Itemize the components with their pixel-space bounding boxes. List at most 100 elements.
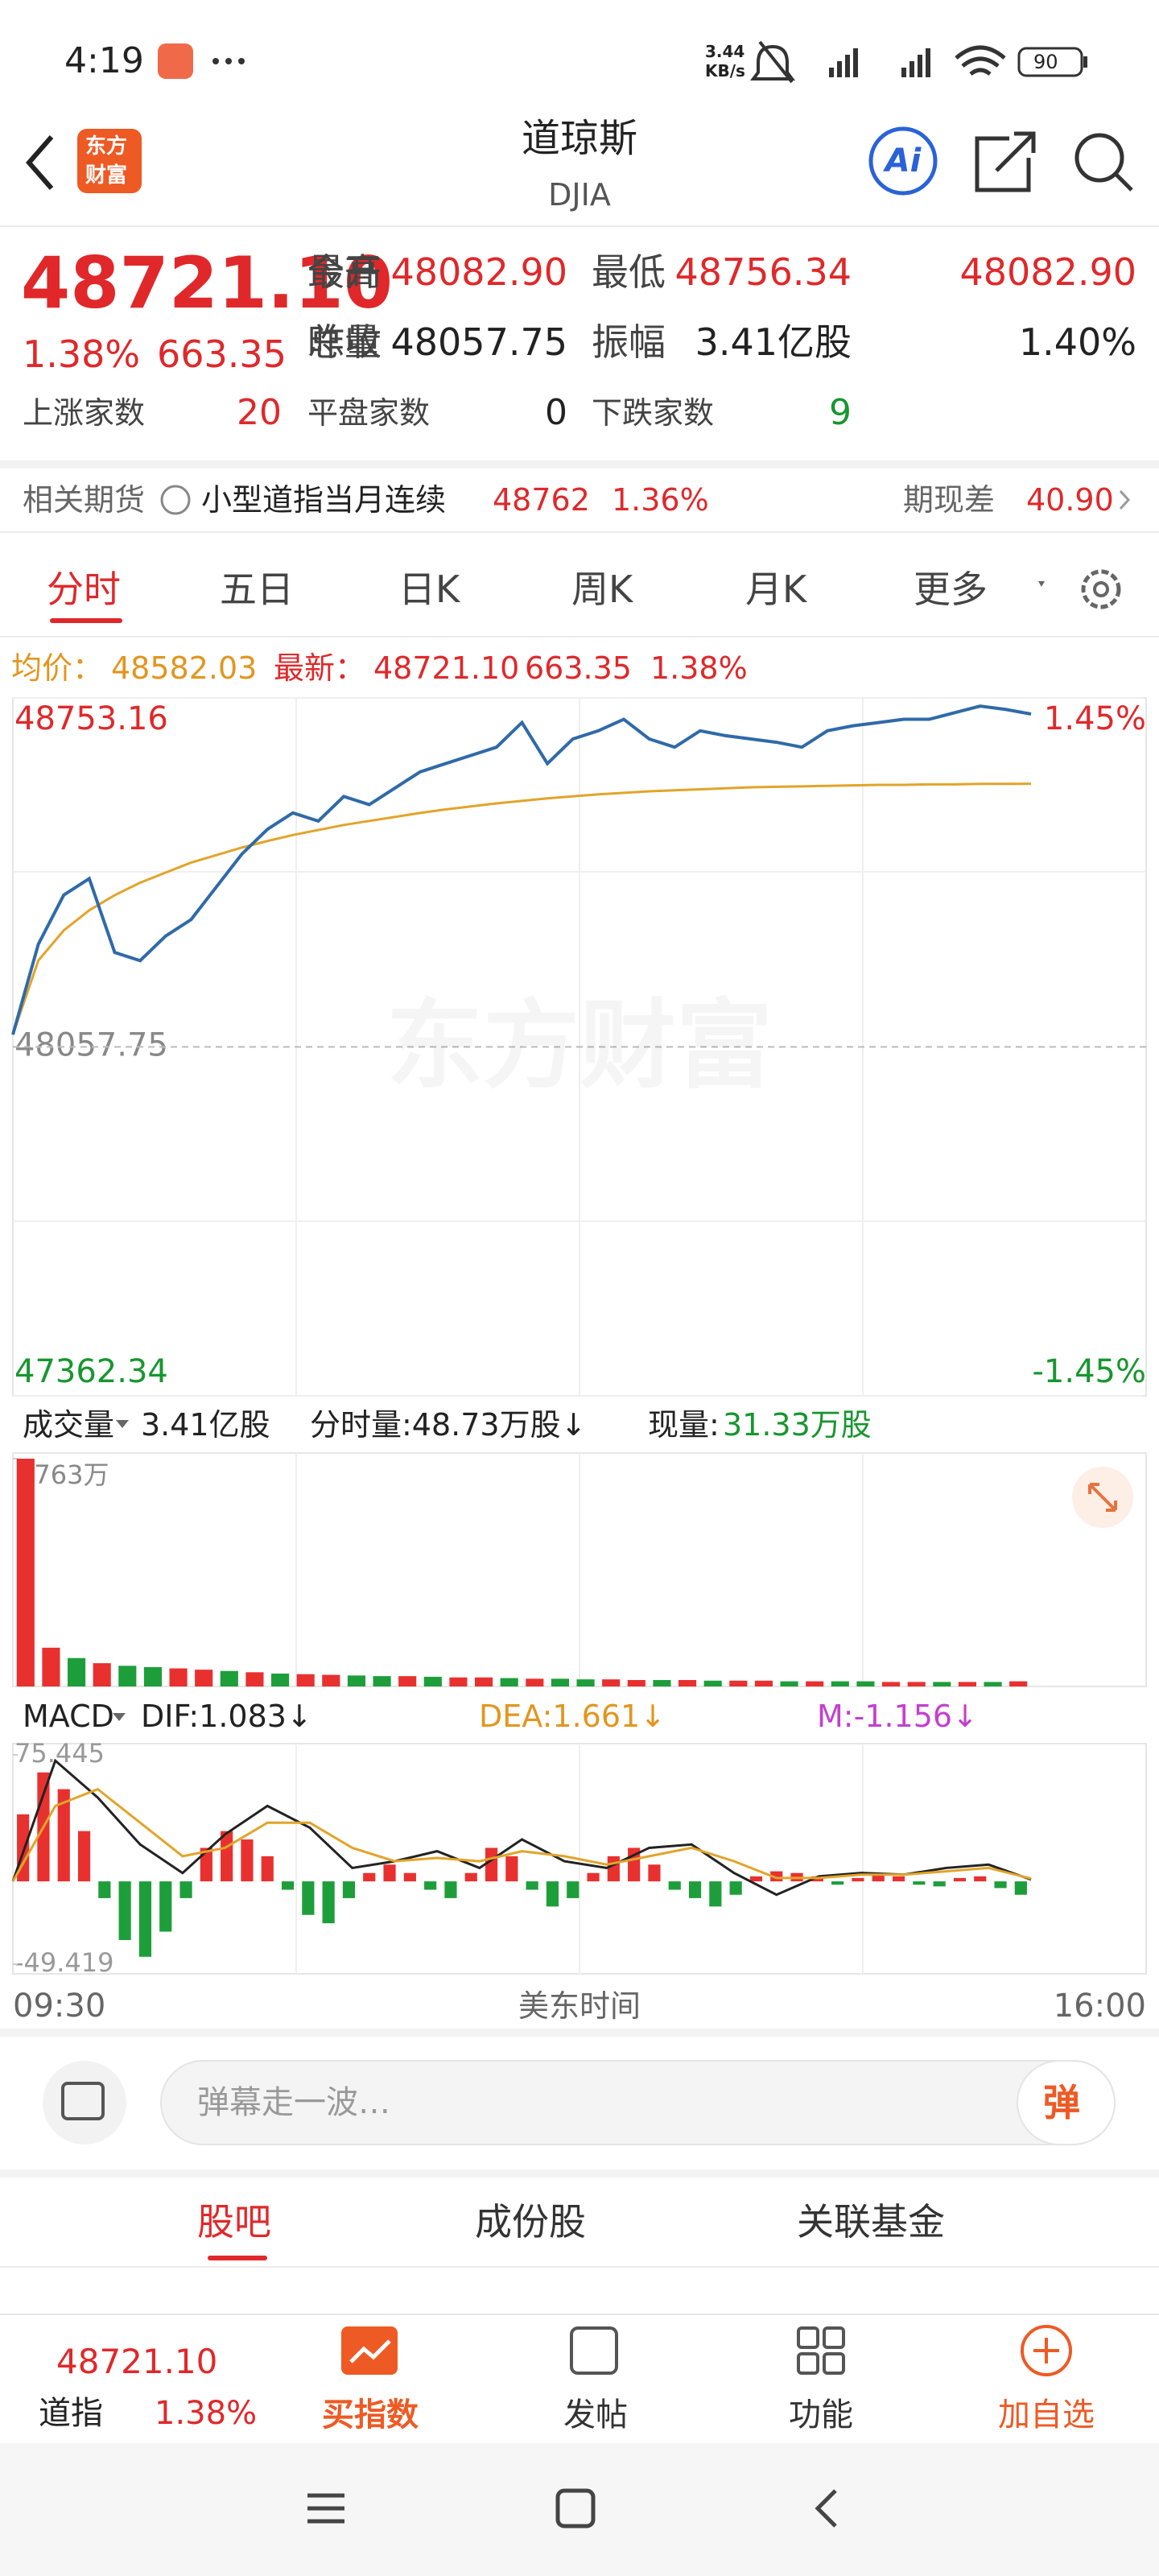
- tab[interactable]: 日K: [398, 568, 460, 611]
- macd-bar: [485, 1847, 498, 1882]
- field-label: 总量: [307, 320, 382, 364]
- comment-button[interactable]: 弹: [1043, 2081, 1080, 2124]
- comment-settings[interactable]: [43, 2061, 126, 2145]
- volume-title[interactable]: 成交量: [23, 1407, 115, 1443]
- volume-bar: [67, 1657, 86, 1686]
- buy-icon[interactable]: [341, 2326, 398, 2375]
- net-speed-unit: KB/s: [705, 61, 745, 80]
- post-icon[interactable]: [570, 2326, 618, 2375]
- divider: [0, 636, 1159, 638]
- bottom-tab[interactable]: 关联基金: [797, 2200, 945, 2244]
- bottom-tab[interactable]: 成份股: [475, 2200, 586, 2244]
- volume-bar: [220, 1670, 238, 1686]
- pct-change: 1.38%: [23, 332, 141, 376]
- tab[interactable]: 月K: [745, 568, 807, 611]
- logo-text: 财富: [85, 163, 128, 188]
- comment-placeholder[interactable]: 弹幕走一波…: [197, 2084, 390, 2121]
- volume-total: 3.41亿股: [141, 1407, 270, 1443]
- volume-bar: [373, 1676, 391, 1686]
- menu-button[interactable]: [307, 2493, 344, 2524]
- macd-title[interactable]: MACD: [23, 1699, 114, 1734]
- toolbar-func[interactable]: 功能: [789, 2396, 853, 2434]
- breadth-label: 上涨家数: [23, 395, 146, 431]
- volume-bar: [627, 1679, 645, 1686]
- volume-grid-decor: [295, 1453, 864, 1686]
- latest-change: 663.35: [525, 650, 632, 686]
- y-tick-label: 48753.16: [14, 700, 168, 737]
- divider: [0, 2029, 1159, 2037]
- macd-bar: [342, 1881, 356, 1898]
- logo-text: 东方: [85, 134, 128, 159]
- x-axis-label: 美东时间: [518, 1988, 641, 2024]
- page-subtitle: DJIA: [548, 177, 611, 213]
- dots: [212, 58, 219, 64]
- macd-bar: [322, 1881, 335, 1924]
- macd-bar: [526, 1881, 538, 1890]
- futures-name[interactable]: 小型道指当月连续: [201, 482, 447, 518]
- tab[interactable]: 五日: [220, 568, 294, 611]
- macd-bar: [913, 1881, 926, 1885]
- toolbar-add[interactable]: 加自选: [998, 2396, 1095, 2434]
- volume-bar: [398, 1676, 417, 1686]
- dropdown-arrow: [116, 1420, 129, 1428]
- add-plus: [1033, 2338, 1059, 2363]
- tab[interactable]: 周K: [571, 568, 633, 611]
- toolbar-price: 48721.10: [56, 2342, 218, 2381]
- ai-button[interactable]: [868, 126, 938, 196]
- volume-bar: [500, 1678, 518, 1686]
- macd-bar: [77, 1831, 91, 1882]
- futures-label: 相关期货: [23, 482, 146, 518]
- breadth-value: 20: [237, 392, 282, 433]
- func-icon[interactable]: [797, 2326, 845, 2375]
- divider: [0, 2169, 1159, 2178]
- ai-label[interactable]: Ai: [885, 142, 922, 180]
- comment-send[interactable]: [1017, 2060, 1116, 2145]
- volume-bar: [449, 1677, 468, 1686]
- battery-tip: [1083, 56, 1087, 68]
- tab[interactable]: 分时: [47, 568, 121, 611]
- back-nav-button[interactable]: [815, 2489, 837, 2528]
- volume-bar: [831, 1681, 849, 1686]
- macd-bar: [933, 1881, 946, 1887]
- macd-bar: [403, 1872, 416, 1882]
- volume-bar: [576, 1679, 595, 1686]
- tab-underline: [50, 618, 122, 623]
- latest-value: 48721.10: [373, 650, 520, 686]
- wifi-icon: [955, 45, 1006, 76]
- volume-bar: [322, 1674, 340, 1686]
- current-volume-label: 现量:: [648, 1407, 720, 1443]
- toolbar-buy[interactable]: 买指数: [322, 2396, 419, 2434]
- comment-settings-icon: [61, 2082, 105, 2120]
- search-handle: [1114, 172, 1133, 192]
- macd-bar: [709, 1881, 722, 1907]
- tab[interactable]: 更多: [914, 568, 988, 611]
- field-value: 48756.34: [674, 250, 852, 294]
- y-tick-label: -49.419: [14, 1947, 114, 1978]
- volume-bar: [958, 1682, 977, 1686]
- back-button[interactable]: [26, 135, 54, 190]
- macd-bar: [567, 1881, 580, 1898]
- toolbar-post[interactable]: 发帖: [563, 2396, 628, 2434]
- field-value: 3.41亿股: [695, 320, 852, 364]
- help-icon[interactable]: [160, 485, 191, 515]
- field-value: 48082.90: [959, 250, 1137, 294]
- avg-value: 48582.03: [111, 650, 258, 686]
- settings-button[interactable]: [1081, 569, 1121, 609]
- breadth-value: 0: [545, 392, 567, 433]
- divider: [0, 2266, 1159, 2268]
- volume-bar: [653, 1679, 671, 1686]
- macd-bar: [363, 1872, 376, 1882]
- volume-bar: [526, 1678, 544, 1686]
- add-icon[interactable]: [1021, 2325, 1072, 2376]
- bottom-tab[interactable]: 股吧: [197, 2200, 271, 2244]
- search-button[interactable]: [1074, 133, 1124, 183]
- volume-bar: [729, 1680, 748, 1686]
- share-button[interactable]: [975, 131, 1036, 192]
- divider: [0, 225, 1159, 227]
- field-label: 最高: [307, 250, 382, 294]
- field-label: 昨收: [307, 320, 382, 364]
- home-button[interactable]: [555, 2488, 596, 2529]
- system-nav: [0, 2443, 1159, 2576]
- price-line: [11, 782, 1032, 1035]
- macd-bar: [994, 1881, 1007, 1889]
